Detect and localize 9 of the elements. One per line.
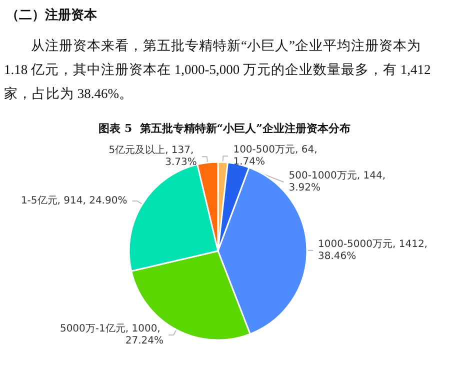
slice-label: 5000万-1亿元, 1000, 27.24%	[60, 323, 164, 346]
text: 从注册资本来看，第五批专精特新“小巨人”企业平均注册资本为 1.18 亿元，其中注册资本在 1,000-5,000 万元的企业数量最多，有 1,412 家，占比为 38.46%。	[4, 37, 432, 103]
slice-label: 500-1000万元, 144, 3.92%	[288, 170, 389, 194]
text: （二）注册资本	[6, 6, 97, 24]
slice-label: 1000-5000万元, 1412, 38.46%	[318, 238, 431, 262]
slice-label: 1-5亿元, 914, 24.90%	[20, 196, 128, 207]
chart-title: 图表 5 第五批专精特新“小巨人”企业注册资本分布	[98, 122, 350, 135]
slice-label: 100-500万元, 64, 1.74%	[233, 144, 320, 168]
slice-label: 5亿元及以上, 137, 3.73%	[108, 144, 197, 168]
